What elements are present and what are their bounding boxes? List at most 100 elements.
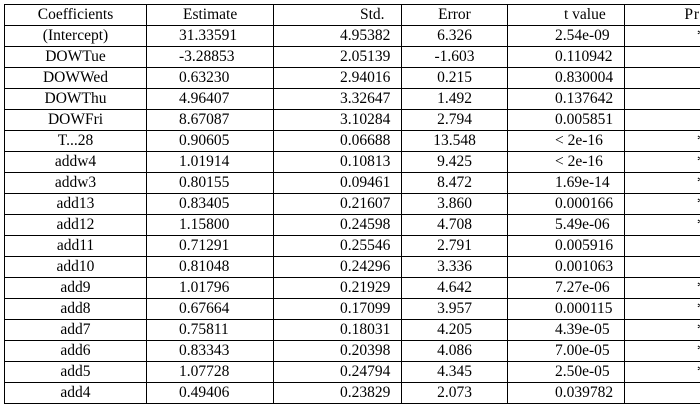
t-value-cell: 2.50e-05 <box>508 362 625 383</box>
coefficient-name-cell: add6 <box>5 341 147 362</box>
t-value-cell: < 2e-16 <box>508 131 625 152</box>
header-estimate: Estimate <box>147 5 274 26</box>
coefficient-name-cell: add9 <box>5 278 147 299</box>
estimate-cell: 1.01796 <box>147 278 274 299</box>
error-cell: 3.860 <box>402 194 508 215</box>
coefficient-name-cell: (Intercept) <box>5 26 147 47</box>
error-cell: 13.548 <box>402 131 508 152</box>
header-std: Std. <box>274 5 402 26</box>
estimate-cell: 4.96407 <box>147 89 274 110</box>
coefficient-name-cell: T...28 <box>5 131 147 152</box>
significance-cell <box>625 89 700 110</box>
coefficient-name-cell: add4 <box>5 383 147 404</box>
coefficients-table: Coefficients Estimate Std. Error t value… <box>4 4 700 404</box>
coefficient-name-cell: add7 <box>5 320 147 341</box>
significance-cell <box>625 68 700 89</box>
significance-cell: *** <box>625 26 700 47</box>
estimate-cell: -3.28853 <box>147 47 274 68</box>
error-cell: 4.086 <box>402 341 508 362</box>
std-cell: 0.21929 <box>274 278 402 299</box>
coefficient-name-cell: DOWThu <box>5 89 147 110</box>
significance-cell: *** <box>625 131 700 152</box>
header-coefficients: Coefficients <box>5 5 147 26</box>
std-cell: 2.05139 <box>274 47 402 68</box>
table-body: (Intercept)31.335914.953826.3262.54e-09*… <box>5 26 700 404</box>
error-cell: -1.603 <box>402 47 508 68</box>
coefficient-name-cell: add12 <box>5 215 147 236</box>
std-cell: 0.24296 <box>274 257 402 278</box>
coefficient-name-cell: add13 <box>5 194 147 215</box>
std-cell: 0.17099 <box>274 299 402 320</box>
t-value-cell: 7.27e-06 <box>508 278 625 299</box>
error-cell: 2.794 <box>402 110 508 131</box>
error-cell: 9.425 <box>402 152 508 173</box>
coefficient-name-cell: DOWTue <box>5 47 147 68</box>
significance-cell: *** <box>625 278 700 299</box>
std-cell: 0.25546 <box>274 236 402 257</box>
coefficient-name-cell: add5 <box>5 362 147 383</box>
significance-cell: * <box>625 383 700 404</box>
coefficient-name-cell: DOWFri <box>5 110 147 131</box>
significance-cell: *** <box>625 152 700 173</box>
error-cell: 4.345 <box>402 362 508 383</box>
t-value-cell: 0.830004 <box>508 68 625 89</box>
estimate-cell: 1.01914 <box>147 152 274 173</box>
significance-cell: ** <box>625 110 700 131</box>
estimate-cell: 8.67087 <box>147 110 274 131</box>
estimate-cell: 0.81048 <box>147 257 274 278</box>
coefficient-name-cell: addw4 <box>5 152 147 173</box>
std-cell: 0.23829 <box>274 383 402 404</box>
t-value-cell: 0.039782 <box>508 383 625 404</box>
std-cell: 0.24598 <box>274 215 402 236</box>
coefficient-name-cell: addw3 <box>5 173 147 194</box>
coefficient-name-cell: add8 <box>5 299 147 320</box>
error-cell: 3.336 <box>402 257 508 278</box>
t-value-cell: 0.000115 <box>508 299 625 320</box>
t-value-cell: 1.69e-14 <box>508 173 625 194</box>
t-value-cell: 5.49e-06 <box>508 215 625 236</box>
error-cell: 6.326 <box>402 26 508 47</box>
estimate-cell: 0.63230 <box>147 68 274 89</box>
t-value-cell: 0.005916 <box>508 236 625 257</box>
std-cell: 2.94016 <box>274 68 402 89</box>
estimate-cell: 0.80155 <box>147 173 274 194</box>
t-value-cell: < 2e-16 <box>508 152 625 173</box>
estimate-cell: 0.90605 <box>147 131 274 152</box>
estimate-cell: 0.83405 <box>147 194 274 215</box>
header-t-value: t value <box>508 5 625 26</box>
error-cell: 4.708 <box>402 215 508 236</box>
error-cell: 2.791 <box>402 236 508 257</box>
std-cell: 0.09461 <box>274 173 402 194</box>
error-cell: 4.642 <box>402 278 508 299</box>
table-row: (Intercept)31.335914.953826.3262.54e-09*… <box>5 26 700 47</box>
estimate-cell: 0.49406 <box>147 383 274 404</box>
significance-cell: *** <box>625 341 700 362</box>
std-cell: 0.06688 <box>274 131 402 152</box>
error-cell: 8.472 <box>402 173 508 194</box>
significance-cell: *** <box>625 320 700 341</box>
significance-cell <box>625 47 700 68</box>
estimate-cell: 1.15800 <box>147 215 274 236</box>
estimate-cell: 0.75811 <box>147 320 274 341</box>
estimate-cell: 0.83343 <box>147 341 274 362</box>
significance-cell: *** <box>625 173 700 194</box>
error-cell: 3.957 <box>402 299 508 320</box>
significance-cell: *** <box>625 215 700 236</box>
std-cell: 3.32647 <box>274 89 402 110</box>
significance-cell: *** <box>625 362 700 383</box>
coefficient-name-cell: DOWWed <box>5 68 147 89</box>
t-value-cell: 7.00e-05 <box>508 341 625 362</box>
std-cell: 0.10813 <box>274 152 402 173</box>
std-cell: 0.20398 <box>274 341 402 362</box>
coefficient-name-cell: add10 <box>5 257 147 278</box>
